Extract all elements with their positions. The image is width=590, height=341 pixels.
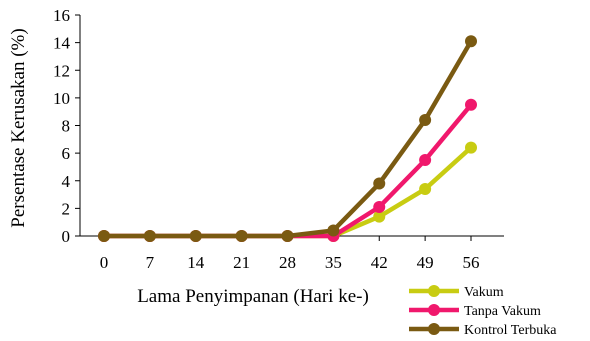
x-tick-label: 0 — [100, 253, 109, 272]
series-line — [104, 145, 473, 239]
y-axis-title: Persentase Kerusakan (%) — [8, 28, 29, 227]
y-tick-label: 10 — [53, 89, 70, 108]
data-point — [98, 230, 110, 242]
x-tick-label: 7 — [146, 253, 155, 272]
data-point — [465, 35, 477, 48]
data-point — [235, 230, 248, 242]
y-tick-label: 4 — [62, 172, 71, 191]
data-point — [465, 141, 477, 154]
series-kontrol-terbuka — [98, 35, 477, 242]
y-tick-label: 6 — [62, 144, 71, 163]
data-point — [143, 230, 156, 242]
series-layer — [98, 35, 477, 242]
y-tick-label: 2 — [62, 199, 71, 218]
legend-item: Tanpa Vakum — [409, 304, 541, 319]
x-tick-label: 56 — [463, 253, 480, 272]
y-tick-label: 0 — [62, 227, 71, 246]
legend-marker — [428, 323, 440, 335]
legend-label: Vakum — [464, 285, 504, 300]
series-line — [104, 103, 473, 239]
y-axis-ticks: 0 2 4 6 8 10 12 14 16 — [53, 6, 80, 246]
x-tick-label: 21 — [233, 253, 250, 272]
legend: Vakum Tanpa Vakum Kontrol Terbuka — [409, 285, 557, 338]
y-tick-label: 8 — [62, 117, 71, 136]
legend-item: Kontrol Terbuka — [409, 323, 557, 338]
data-point — [281, 230, 294, 242]
data-point — [327, 224, 340, 237]
x-axis-title: Lama Penyimpanan (Hari ke-) — [137, 286, 369, 307]
series-vakum — [98, 141, 477, 242]
legend-marker — [428, 304, 440, 316]
data-point — [419, 154, 432, 167]
x-tick-label: 42 — [371, 253, 388, 272]
data-point — [373, 210, 386, 223]
y-tick-label: 14 — [53, 34, 71, 53]
plot-area: 0 2 4 6 8 10 12 14 16 0 7 14 21 28 35 42 49 56 — [53, 6, 504, 272]
x-tick-label: 35 — [325, 253, 342, 272]
y-tick-label: 12 — [53, 61, 70, 80]
x-tick-label: 28 — [279, 253, 296, 272]
legend-marker — [428, 285, 440, 297]
data-point — [419, 183, 432, 196]
legend-label: Kontrol Terbuka — [464, 323, 557, 338]
series-line — [104, 40, 473, 239]
data-point — [189, 230, 202, 242]
data-point — [373, 177, 386, 190]
data-point — [419, 113, 432, 126]
x-tick-label: 49 — [417, 253, 434, 272]
legend-label: Tanpa Vakum — [464, 304, 541, 319]
y-tick-label: 16 — [53, 6, 70, 25]
data-point — [373, 200, 386, 213]
x-tick-label: 14 — [187, 253, 205, 272]
data-point — [465, 98, 477, 111]
legend-item: Vakum — [409, 285, 504, 300]
